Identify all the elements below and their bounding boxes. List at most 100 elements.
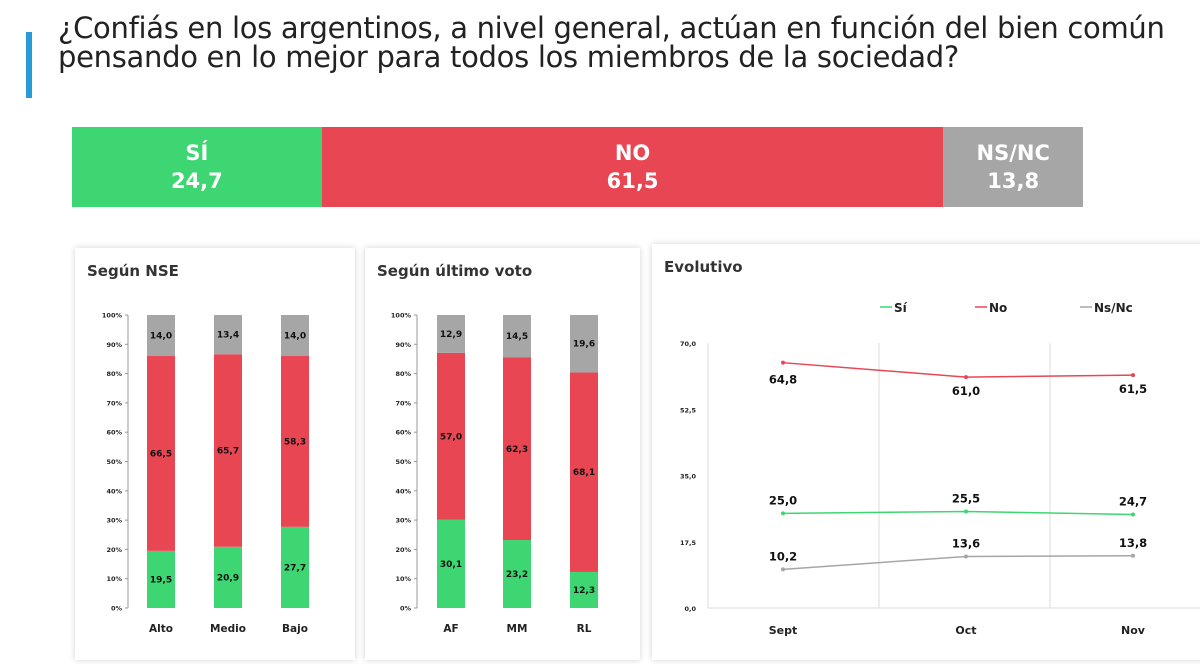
summary-value: 61,5 — [606, 169, 659, 193]
y-tick-label: 90% — [106, 341, 122, 349]
bar-ns — [147, 315, 175, 357]
bar-si — [437, 519, 465, 608]
data-label: 19,6 — [573, 340, 595, 350]
x-tick-label: Medio — [210, 623, 246, 635]
data-label: 20,9 — [217, 573, 239, 583]
data-point — [1131, 512, 1135, 517]
data-label: 57,0 — [440, 432, 462, 442]
data-label: 14,0 — [150, 332, 172, 342]
summary-label: SÍ — [185, 141, 209, 165]
y-tick-label: 30% — [395, 517, 411, 525]
data-label: 25,0 — [769, 493, 797, 507]
y-tick-label: 20% — [106, 546, 122, 554]
y-tick-label: 80% — [395, 370, 411, 378]
y-tick-label: 60% — [395, 429, 411, 437]
data-label: 27,7 — [284, 563, 306, 573]
y-tick-label: 52,5 — [680, 406, 697, 414]
bar-si — [570, 571, 598, 608]
summary-value: 13,8 — [987, 169, 1040, 193]
data-label: 13,6 — [952, 537, 980, 551]
page-title: ¿Confiás en los argentinos, a nivel gene… — [58, 11, 1165, 74]
data-point — [964, 375, 968, 380]
y-tick-label: 30% — [106, 517, 122, 525]
bar-ns — [437, 315, 465, 353]
y-tick-label: 40% — [106, 487, 122, 495]
panel-title: Evolutivo — [664, 258, 743, 276]
data-label: 61,5 — [1119, 382, 1147, 396]
data-label: 65,7 — [217, 447, 239, 457]
data-point — [964, 509, 968, 514]
y-tick-label: 100% — [102, 312, 123, 320]
bar-ns — [570, 315, 598, 373]
nse-chart: 0% 10% 20% 30% 40% 50% 60% 70% 80% 90% 100% 19,5 66,… — [102, 312, 309, 635]
series-line-no — [782, 361, 1134, 378]
bar-ns — [503, 315, 531, 358]
summary-segment-si: SÍ 24,7 — [72, 127, 322, 207]
bar-si — [147, 550, 175, 608]
y-tick-label: 70% — [395, 399, 411, 407]
x-tick-label: AF — [443, 623, 458, 635]
data-label: 64,8 — [769, 373, 797, 387]
x-tick-label: Sept — [769, 624, 798, 637]
y-tick-label: 10% — [395, 575, 411, 583]
summary-segment-no: NO 61,5 — [321, 127, 944, 207]
data-label: 12,3 — [573, 586, 595, 596]
y-tick-label: 10% — [106, 575, 122, 583]
data-label: 13,4 — [217, 331, 239, 341]
y-tick-label: 35,0 — [680, 473, 697, 481]
panel-evolution: Evolutivo 0,0 17,5 35,0 52,5 70,0 Sept Oct Nov S… — [652, 244, 1200, 660]
bar-ns — [214, 315, 242, 355]
series-line-si — [782, 510, 1134, 516]
data-label: 14,5 — [506, 332, 528, 342]
x-tick-label: Nov — [1121, 624, 1146, 637]
data-label: 23,2 — [506, 570, 528, 580]
y-tick-label: 0% — [400, 605, 412, 613]
y-tick-label: 50% — [106, 458, 122, 466]
data-label: 13,8 — [1119, 536, 1147, 550]
y-tick-label: 20% — [395, 546, 411, 554]
data-point — [964, 554, 968, 559]
legend-label: Ns/Nc — [1094, 301, 1133, 315]
summary-segment-ns: NS/NC 13,8 — [943, 127, 1083, 207]
summary-value: 24,7 — [170, 169, 223, 193]
bar-si — [281, 526, 309, 608]
data-point — [781, 511, 785, 516]
x-tick-label: Alto — [149, 623, 173, 635]
data-label: 14,0 — [284, 332, 306, 342]
y-tick-label: 40% — [395, 487, 411, 495]
y-tick-label: 50% — [395, 458, 411, 466]
data-point — [1131, 373, 1135, 378]
y-tick-label: 100% — [391, 312, 412, 320]
data-label: 66,5 — [150, 449, 172, 459]
x-tick-label: RL — [577, 623, 592, 635]
bar-si — [503, 540, 531, 608]
series-line-ns — [782, 555, 1134, 571]
data-point — [1131, 553, 1135, 558]
data-label: 58,3 — [284, 437, 306, 447]
legend-label: No — [989, 301, 1007, 315]
data-point — [781, 567, 785, 572]
y-tick-label: 0% — [111, 605, 123, 613]
y-tick-label: 90% — [395, 341, 411, 349]
x-tick-label: MM — [507, 623, 528, 635]
panel-title: Según último voto — [377, 262, 533, 280]
y-tick-label: 60% — [106, 429, 122, 437]
data-label: 30,1 — [440, 560, 462, 570]
summary-label: NO — [614, 141, 651, 165]
panel-title: Según NSE — [87, 262, 179, 280]
bar-no — [437, 352, 465, 520]
y-tick-label: 80% — [106, 370, 122, 378]
y-tick-label: 0,0 — [684, 605, 696, 613]
title-accent-bar — [26, 32, 32, 98]
bar-no — [147, 356, 175, 551]
x-tick-label: Bajo — [282, 623, 308, 635]
legend-label: Sí — [894, 301, 908, 315]
y-tick-label: 17,5 — [680, 539, 697, 547]
data-label: 61,0 — [952, 384, 980, 398]
data-label: 68,1 — [573, 468, 595, 478]
data-point — [781, 360, 785, 365]
data-label: 10,2 — [769, 549, 797, 563]
data-label: 62,3 — [506, 445, 528, 455]
data-label: 25,5 — [952, 491, 980, 505]
bar-no — [570, 372, 598, 572]
